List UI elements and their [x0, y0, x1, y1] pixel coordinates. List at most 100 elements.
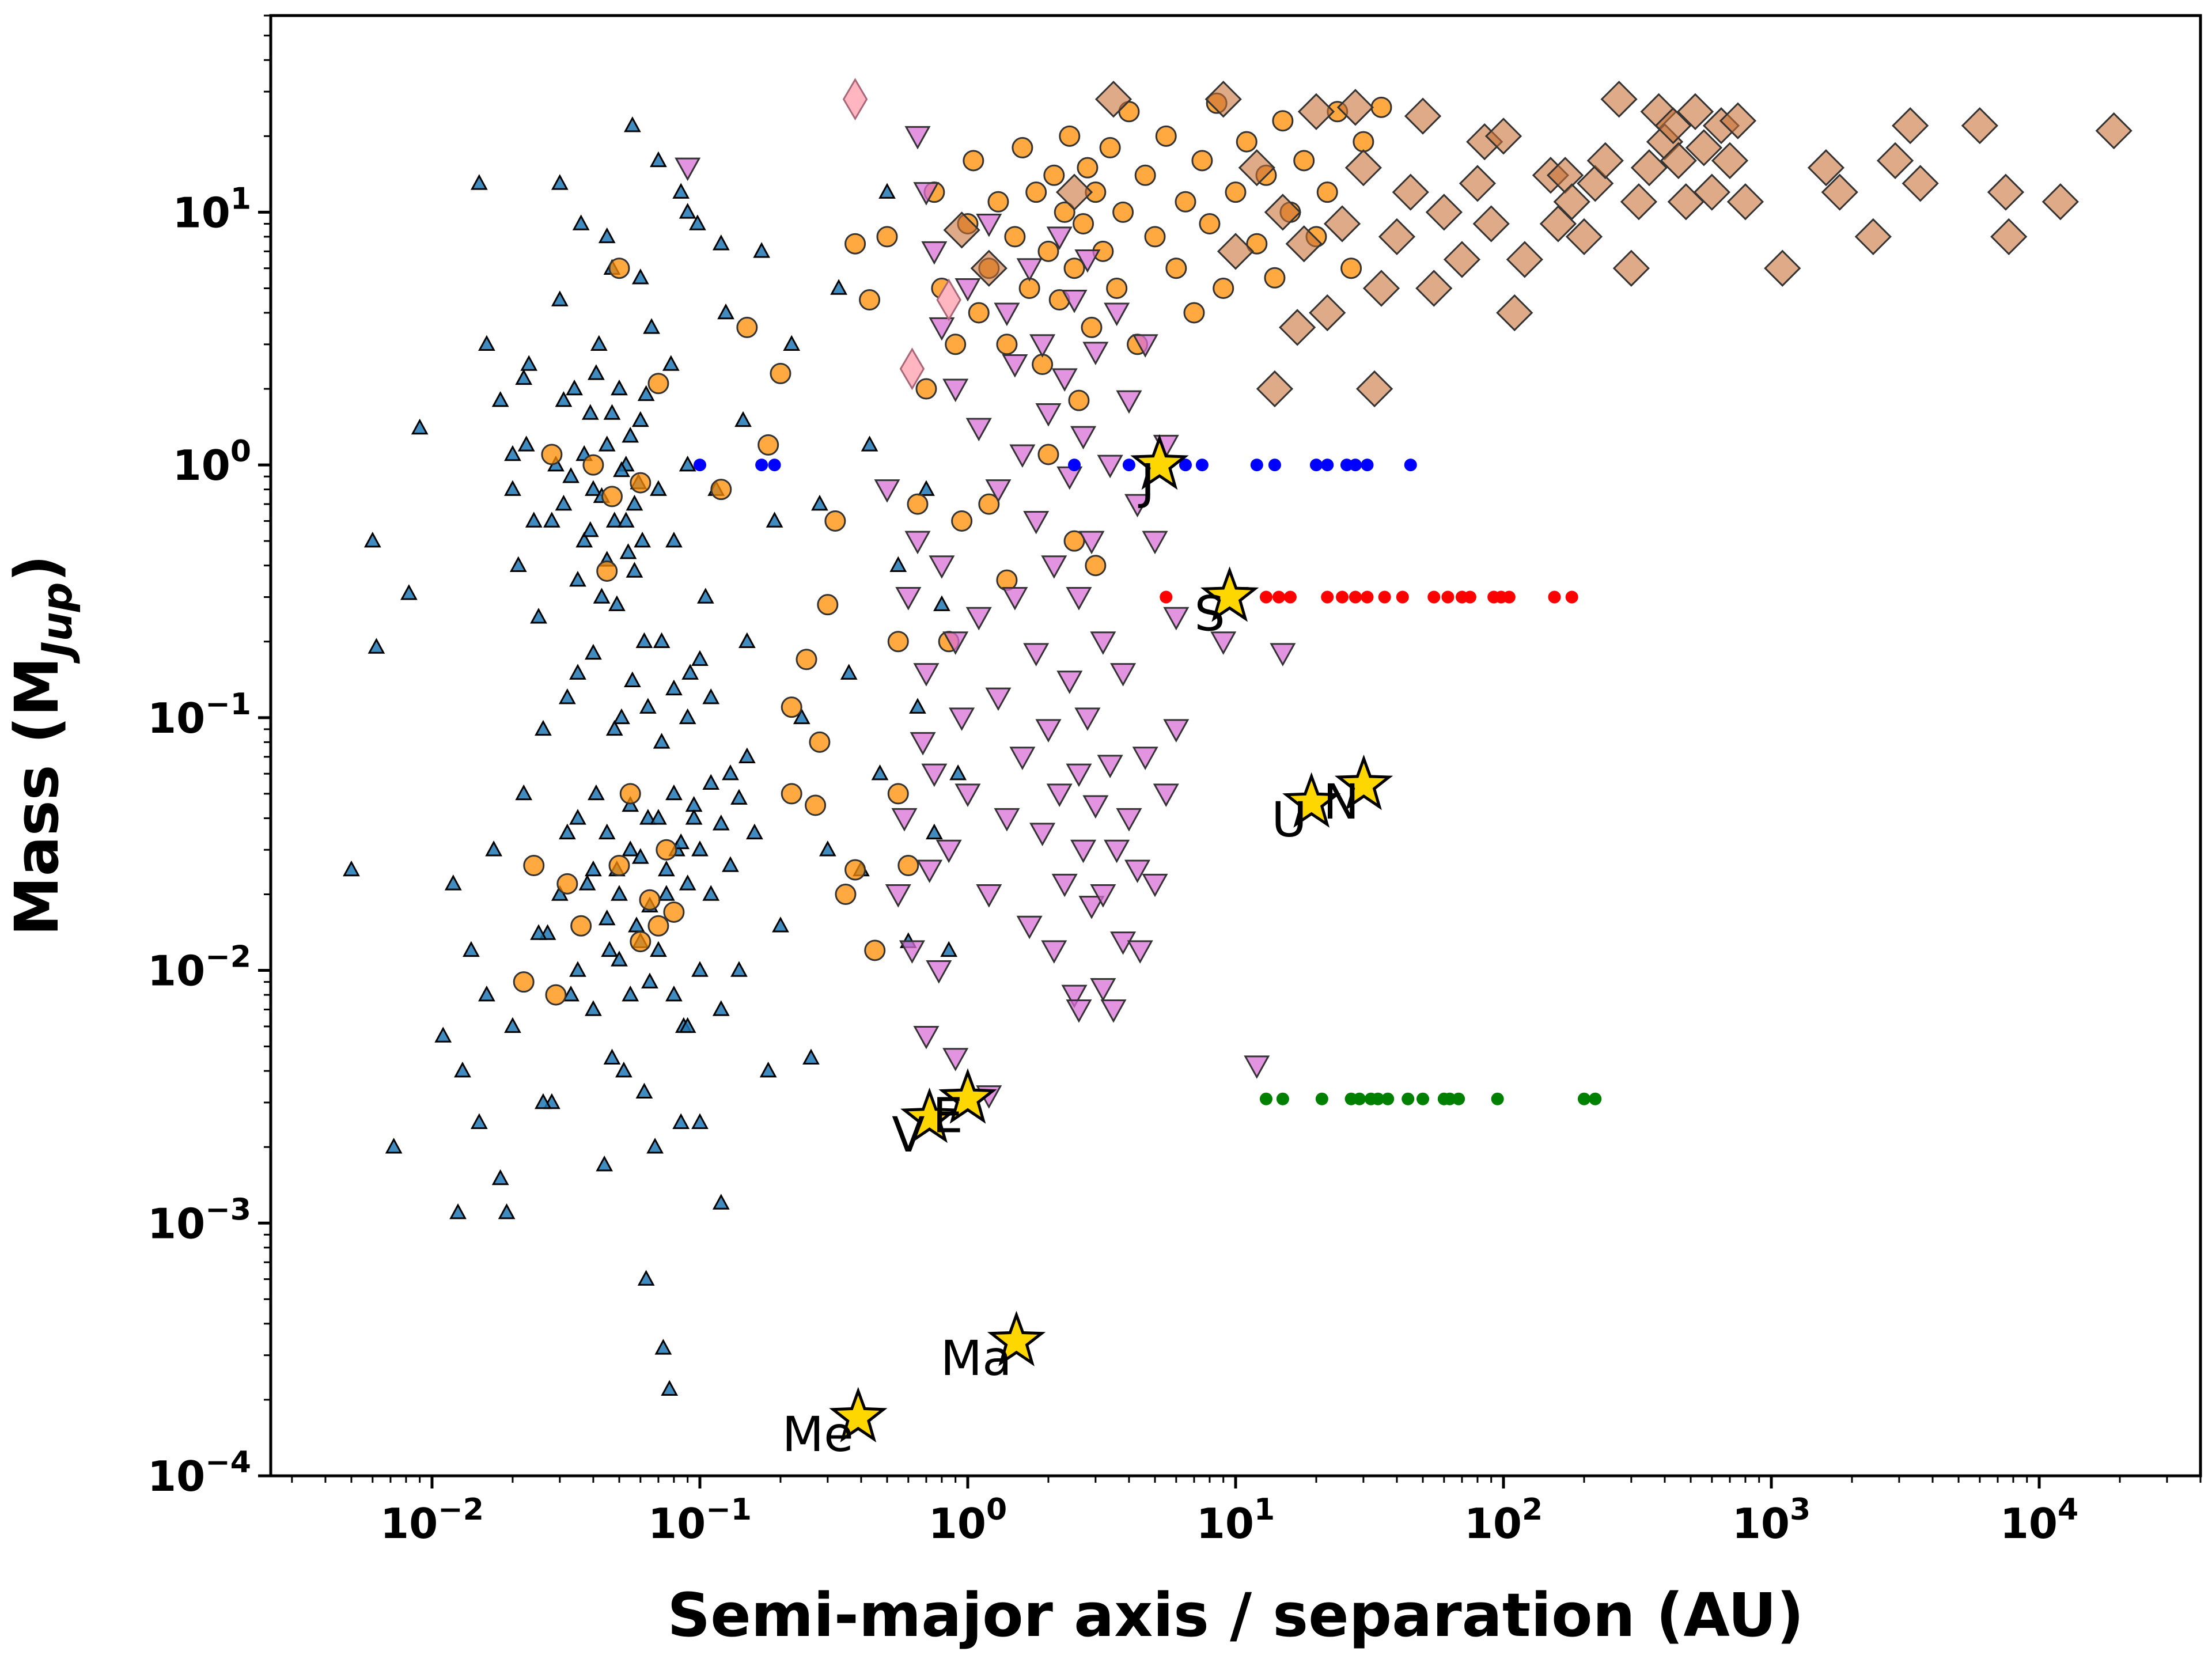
diamond-point: [1472, 205, 1510, 243]
circle-point: [582, 454, 604, 476]
triangle-point: [515, 784, 533, 801]
circle-point: [630, 472, 652, 494]
triangle-point: [734, 411, 752, 427]
triangle-point: [665, 784, 683, 801]
triangle-point: [444, 874, 462, 891]
diamond-point: [970, 249, 1007, 287]
circle-point: [796, 649, 817, 671]
dot-point: [1452, 1092, 1465, 1105]
triangle-point: [679, 455, 696, 472]
down-triangle-point: [1074, 707, 1101, 731]
triangle-point: [569, 664, 586, 680]
triangle-point: [631, 268, 649, 285]
circle-point: [1293, 150, 1315, 172]
dot-point: [1336, 590, 1349, 604]
down-triangle-point: [913, 1025, 940, 1050]
circle-point: [824, 510, 846, 532]
triangle-point: [470, 1113, 488, 1129]
circle-point: [809, 731, 831, 753]
triangle-point: [622, 985, 639, 1002]
down-triangle-point: [1078, 896, 1105, 919]
down-triangle-point: [1142, 873, 1168, 897]
diamond-point: [1654, 107, 1692, 145]
diamond-point: [1309, 294, 1346, 332]
triangle-point: [643, 318, 660, 334]
down-triangle-point: [1124, 859, 1151, 884]
triangle-point: [712, 1194, 730, 1210]
triangle-point: [637, 385, 655, 402]
triangle-point: [588, 784, 605, 801]
down-triangle-point: [1070, 426, 1097, 450]
triangle-point: [619, 543, 637, 559]
triangle-point: [596, 1156, 613, 1172]
triangle-point: [635, 632, 653, 649]
triangle-point: [926, 823, 943, 840]
y-tick-label: 101: [173, 181, 251, 237]
triangle-point: [535, 719, 552, 736]
x-tick-label: 100: [929, 1493, 1007, 1548]
triangle-point: [581, 521, 599, 537]
circle-point: [710, 479, 732, 501]
circle-point: [770, 362, 791, 384]
diamond-point: [1854, 218, 1892, 256]
dot-point: [1349, 459, 1362, 472]
triangle-point: [590, 335, 608, 351]
series-dot-red_dots: [1160, 590, 1578, 604]
triangle-point: [730, 789, 748, 805]
circle-point: [545, 984, 567, 1006]
down-triangle-point: [985, 479, 1012, 503]
triangle-point: [504, 445, 521, 461]
x-tick-label: 10−2: [380, 1493, 484, 1548]
diamond-point: [1392, 173, 1429, 211]
triangle-point: [498, 1203, 516, 1219]
dot-point: [1309, 459, 1323, 472]
diamond-point: [1961, 107, 1998, 145]
triangle-point: [578, 874, 596, 891]
triangle-point: [569, 961, 586, 977]
circle-point: [1085, 555, 1107, 577]
triangle-point: [918, 480, 935, 496]
down-triangle-point: [1061, 984, 1088, 1009]
diamond-point: [1443, 241, 1481, 278]
triangle-point: [639, 698, 657, 714]
dot-point: [1502, 590, 1516, 604]
diamond-point: [1876, 142, 1914, 179]
x-tick-label: 103: [1732, 1493, 1810, 1548]
diamond-point: [1217, 233, 1255, 270]
triangle-point: [624, 116, 641, 132]
x-axis-ticks: 10−2 10−1 100 101 102 103 104: [291, 1476, 2202, 1548]
triangle-point: [555, 391, 573, 407]
down-triangle-point: [1041, 940, 1067, 964]
circle-point: [1068, 389, 1090, 411]
dot-point: [1321, 459, 1334, 472]
triangle-point: [717, 303, 734, 320]
down-triangle-point: [1016, 258, 1043, 282]
triangle-point: [470, 174, 488, 190]
dot-point: [1402, 1092, 1415, 1105]
dot-point: [1441, 590, 1455, 604]
triangle-point: [509, 556, 527, 572]
down-triangle-point: [1163, 607, 1190, 631]
diamond-point: [1586, 142, 1624, 179]
planet-label: Me: [782, 1406, 854, 1463]
circle-point: [1165, 257, 1187, 279]
circle-point: [1112, 201, 1134, 223]
planet-star-icon: [1334, 754, 1393, 810]
triangle-point: [672, 833, 690, 850]
down-triangle-point: [929, 555, 955, 579]
circle-point: [630, 931, 652, 953]
planet-label: N: [1323, 774, 1359, 830]
down-triangle-point: [994, 808, 1020, 832]
triangle-point: [702, 774, 720, 790]
down-triangle-point: [1127, 940, 1153, 964]
planet-star-icon: [829, 1387, 888, 1443]
triangle-point: [598, 909, 616, 926]
pink-diamond-point: [936, 278, 961, 321]
triangle-point: [840, 664, 858, 680]
triangle-point: [368, 638, 385, 654]
triangle-point: [601, 941, 619, 957]
triangle-point: [634, 532, 652, 548]
diamond-point: [1892, 107, 1929, 145]
diamond-point: [1094, 81, 1132, 118]
down-triangle-point: [1023, 510, 1050, 535]
